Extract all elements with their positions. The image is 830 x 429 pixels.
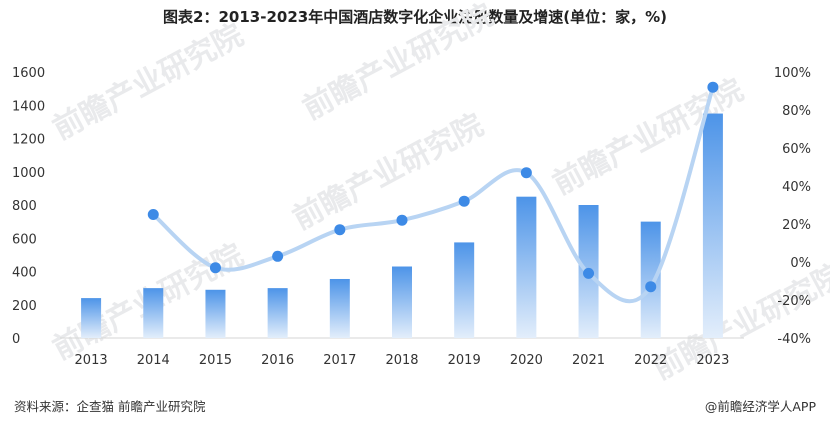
right-tick-label: -40% (777, 332, 811, 347)
bar (392, 266, 412, 338)
right-tick-label: 80% (782, 104, 811, 119)
x-axis-ticks: 2013 2014 2015 2016 2017 2018 2019 2020 2021 2022… (75, 353, 730, 368)
bar-series (81, 113, 723, 338)
right-tick-label: 20% (782, 218, 811, 233)
left-tick-label: 400 (12, 266, 37, 281)
right-tick-label: 40% (782, 180, 811, 195)
x-tick-label: 2018 (385, 353, 418, 368)
left-tick-label: 1000 (12, 166, 45, 181)
chart-title: 图表2：2013-2023年中国酒店数字化企业注册数量及增速(单位：家，%) (163, 8, 667, 26)
right-tick-label: 0% (790, 256, 811, 271)
x-tick-label: 2022 (634, 353, 667, 368)
right-tick-label: 60% (782, 142, 811, 157)
left-tick-label: 600 (12, 232, 37, 247)
x-tick-label: 2015 (199, 353, 232, 368)
growth-point (147, 209, 159, 220)
x-tick-label: 2020 (510, 353, 543, 368)
growth-point (458, 195, 470, 207)
x-tick-label: 2014 (137, 353, 170, 368)
x-tick-label: 2016 (261, 353, 294, 368)
growth-point (645, 281, 657, 293)
x-tick-label: 2021 (572, 353, 605, 368)
bar (640, 221, 661, 338)
brand-label: @前瞻经济学人APP (704, 399, 816, 414)
bar (205, 289, 226, 338)
growth-rate-markers (147, 81, 719, 293)
growth-point (209, 262, 221, 274)
right-tick-label: -20% (777, 294, 811, 309)
bar (516, 196, 537, 338)
x-tick-label: 2017 (323, 353, 356, 368)
left-tick-label: 800 (12, 199, 37, 214)
left-tick-label: 1200 (12, 133, 45, 148)
growth-point (520, 167, 532, 179)
watermark-text: 前瞻产业研究院 (287, 108, 489, 237)
growth-point (272, 250, 284, 262)
x-tick-label: 2023 (696, 353, 729, 368)
bar (454, 242, 475, 338)
bar (143, 288, 164, 338)
growth-rate-line (151, 85, 715, 304)
left-tick-label: 1400 (12, 99, 45, 114)
left-axis-ticks: 0 200 400 600 800 1000 1200 1400 1600 (12, 66, 45, 347)
growth-point (707, 81, 719, 93)
watermark-text: 前瞻产业研究院 (647, 258, 830, 387)
bar (329, 278, 350, 338)
bar (267, 288, 288, 338)
x-tick-label: 2019 (448, 353, 481, 368)
growth-point (396, 214, 408, 226)
growth-point (334, 224, 346, 236)
left-tick-label: 1600 (12, 66, 45, 81)
right-axis-ticks: -40% -20% 0% 20% 40% 60% 80% 100% (774, 66, 811, 347)
x-tick-label: 2013 (75, 353, 108, 368)
watermark-text: 前瞻产业研究院 (47, 18, 249, 147)
bar (702, 113, 723, 338)
bar (81, 298, 102, 338)
watermark-text: 前瞻产业研究院 (297, 0, 499, 127)
left-tick-label: 200 (12, 299, 37, 314)
growth-point (583, 267, 595, 279)
left-tick-label: 0 (12, 332, 20, 347)
source-note: 资料来源：企查猫 前瞻产业研究院 (14, 399, 206, 414)
right-tick-label: 100% (774, 66, 811, 81)
